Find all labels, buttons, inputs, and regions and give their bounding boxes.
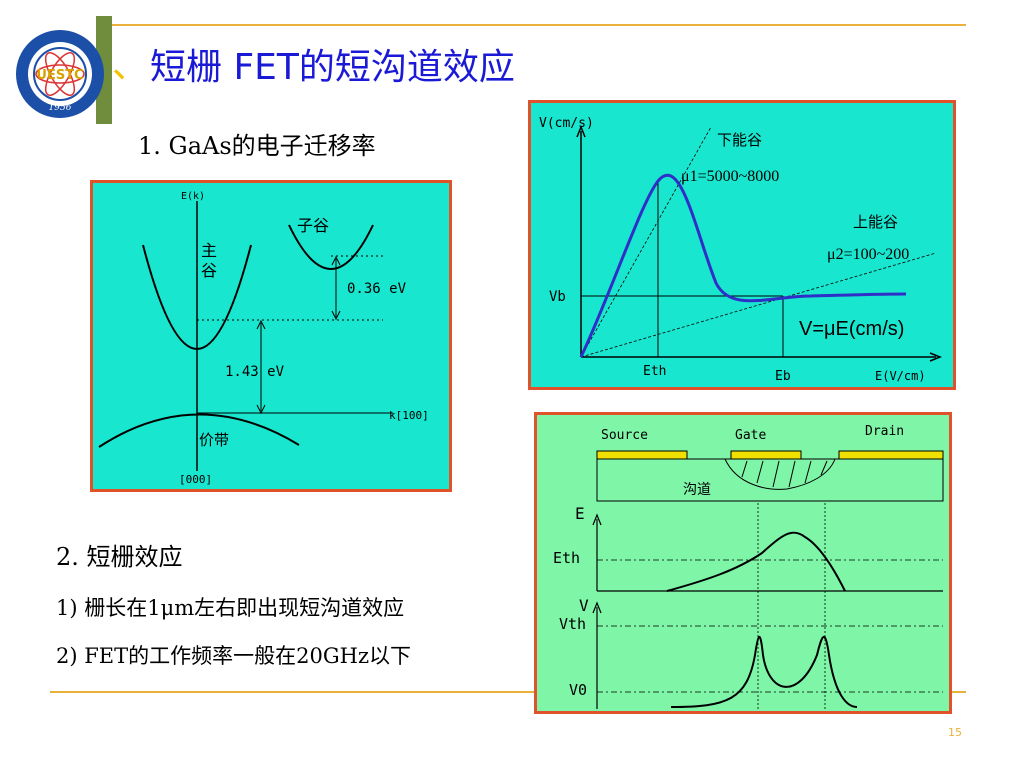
band-structure-diagram: E(k) 子谷 0.36 eV 1.43 eV k[100] 价带 [000] … (90, 180, 452, 492)
svg-text:E(V/cm): E(V/cm) (875, 369, 926, 383)
bottom-rule (50, 691, 966, 693)
svg-text:Eth: Eth (643, 364, 666, 379)
svg-text:Vb: Vb (549, 289, 566, 305)
svg-text:沟道: 沟道 (683, 482, 711, 498)
svg-text:Drain: Drain (865, 424, 904, 439)
svg-text:Eb: Eb (775, 369, 791, 384)
university-logo: UESTC 1956 (14, 28, 106, 120)
svg-text:μ1=5000~8000: μ1=5000~8000 (681, 168, 779, 185)
svg-text:V(cm/s): V(cm/s) (539, 116, 594, 131)
svg-text:V: V (579, 596, 589, 615)
svg-text:子谷: 子谷 (297, 216, 329, 235)
svg-text:μ2=100~200: μ2=100~200 (827, 246, 909, 263)
svg-text:1.43 eV: 1.43 eV (225, 364, 285, 380)
item-2-2: 2) FET的工作频率一般在20GHz以下 (56, 644, 412, 668)
logo-accent-bar (96, 16, 112, 124)
main-valley-label: 主谷 (201, 241, 218, 280)
svg-text:价带: 价带 (199, 431, 229, 449)
short-gate-device-diagram: Source Gate Drain 沟道 E Eth V Vth V0 (534, 412, 952, 714)
title-bullet: 、 (112, 45, 149, 86)
svg-text:Gate: Gate (735, 428, 766, 443)
page-number: 15 (948, 726, 962, 739)
item-2-heading: 2. 短栅效应 (56, 543, 183, 571)
top-rule (96, 24, 966, 26)
svg-text:[000]: [000] (179, 473, 212, 486)
slide-title: 短栅 FET的短沟道效应 (150, 47, 515, 88)
svg-text:0.36 eV: 0.36 eV (347, 281, 407, 297)
svg-text:UESTC: UESTC (36, 68, 83, 83)
svg-text:Eth: Eth (553, 549, 580, 567)
svg-text:上能谷: 上能谷 (853, 213, 898, 231)
svg-text:1956: 1956 (49, 103, 72, 113)
svg-text:Source: Source (601, 428, 648, 443)
svg-text:下能谷: 下能谷 (717, 131, 762, 149)
svg-text:E(k): E(k) (181, 191, 205, 202)
velocity-field-chart: V(cm/s) 下能谷 μ1=5000~8000 上能谷 μ2=100~200 … (528, 100, 956, 390)
svg-text:k[100]: k[100] (389, 409, 429, 422)
svg-text:V0: V0 (569, 681, 587, 699)
svg-text:Vth: Vth (559, 615, 586, 633)
svg-text:V=μE(cm/s): V=μE(cm/s) (799, 318, 904, 340)
item-1-heading: 1. GaAs的电子迁移率 (138, 132, 376, 160)
svg-text:E: E (575, 504, 585, 523)
item-2-1: 1) 栅长在1μm左右即出现短沟道效应 (56, 596, 405, 620)
